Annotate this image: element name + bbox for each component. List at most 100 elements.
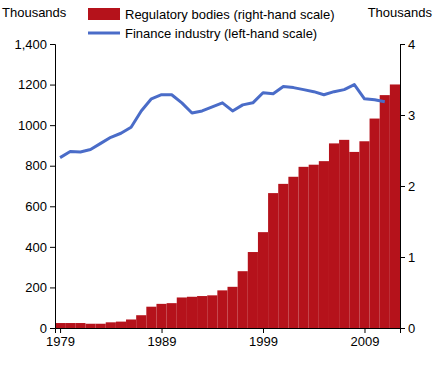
bar bbox=[349, 152, 359, 328]
tick-mark bbox=[50, 247, 55, 248]
legend-swatch bbox=[88, 8, 120, 20]
bar bbox=[248, 252, 258, 328]
bar bbox=[106, 322, 116, 328]
x-axis: 1979 1989 1999 2009 bbox=[46, 328, 400, 349]
axis-line bbox=[401, 45, 406, 329]
bar bbox=[126, 319, 136, 328]
tick: 1000 bbox=[18, 118, 55, 133]
bar bbox=[187, 297, 197, 328]
bar bbox=[380, 95, 390, 328]
bar bbox=[65, 323, 75, 328]
bar bbox=[359, 141, 369, 328]
tick-label: 4 bbox=[408, 37, 415, 52]
bar bbox=[116, 322, 126, 328]
tick-label: 2 bbox=[408, 179, 415, 194]
tick-label: 600 bbox=[25, 199, 47, 214]
bar bbox=[370, 119, 380, 328]
bar bbox=[319, 161, 329, 328]
bar bbox=[288, 177, 298, 328]
bar bbox=[228, 287, 238, 328]
bar bbox=[85, 324, 95, 328]
tick-label: 3 bbox=[408, 108, 415, 123]
bar bbox=[390, 84, 400, 328]
bar bbox=[278, 184, 288, 328]
tick-mark bbox=[50, 287, 55, 288]
legend-label: Finance industry (left-hand scale) bbox=[125, 26, 317, 41]
tick-mark bbox=[263, 328, 264, 333]
tick-mark bbox=[50, 206, 55, 207]
tick-label: 1999 bbox=[249, 334, 278, 349]
bar bbox=[96, 324, 106, 328]
tick-label: 0 bbox=[408, 321, 415, 336]
bar bbox=[55, 323, 65, 328]
tick-mark bbox=[50, 328, 55, 329]
bar bbox=[156, 304, 166, 328]
tick-mark bbox=[50, 44, 55, 45]
bar bbox=[207, 295, 217, 328]
tick-mark bbox=[400, 257, 405, 258]
tick-mark bbox=[400, 115, 405, 116]
bar bbox=[167, 303, 177, 328]
plot-area bbox=[55, 84, 400, 328]
tick: 1999 bbox=[249, 328, 278, 349]
bar bbox=[197, 296, 207, 328]
tick-label: 400 bbox=[25, 240, 47, 255]
tick-label: 200 bbox=[25, 280, 47, 295]
bar bbox=[309, 165, 319, 328]
legend: Regulatory bodies (right-hand scale) Fina… bbox=[88, 7, 335, 41]
tick: 600 bbox=[25, 199, 55, 214]
y2-axis: 0 1 2 3 4 bbox=[400, 37, 415, 336]
bar bbox=[217, 290, 227, 328]
bar bbox=[146, 307, 156, 328]
tick-label: 1,400 bbox=[14, 37, 47, 52]
tick: 0 bbox=[40, 321, 55, 336]
tick-mark bbox=[400, 328, 405, 329]
tick: 1,400 bbox=[14, 37, 55, 52]
tick-label: 800 bbox=[25, 158, 47, 173]
tick: 0 bbox=[400, 321, 415, 336]
tick-label: 1000 bbox=[18, 118, 47, 133]
tick: 1200 bbox=[18, 77, 55, 92]
chart: 1979 1989 1999 2009 0 200 400 600 800 1000 1200 1,4… bbox=[0, 0, 435, 370]
bar-series bbox=[55, 84, 400, 328]
tick-label: 0 bbox=[40, 321, 47, 336]
tick-mark bbox=[364, 328, 365, 333]
bar bbox=[329, 143, 339, 328]
tick: 800 bbox=[25, 158, 55, 173]
legend-swatch bbox=[88, 32, 120, 35]
tick-mark bbox=[162, 328, 163, 333]
tick: 2009 bbox=[351, 328, 380, 349]
line bbox=[60, 85, 385, 158]
bar bbox=[268, 193, 278, 328]
tick-mark bbox=[50, 125, 55, 126]
tick-label: 1 bbox=[408, 250, 415, 265]
bar bbox=[75, 323, 85, 328]
tick: 1 bbox=[400, 250, 415, 265]
y2-axis-title: Thousands bbox=[368, 5, 433, 20]
axis-line bbox=[56, 329, 401, 334]
legend-label: Regulatory bodies (right-hand scale) bbox=[125, 7, 335, 22]
tick-label: 1200 bbox=[18, 77, 47, 92]
tick: 4 bbox=[400, 37, 415, 52]
bar bbox=[177, 297, 187, 328]
tick-mark bbox=[400, 44, 405, 45]
tick-label: 1989 bbox=[148, 334, 177, 349]
tick-label: 1979 bbox=[46, 334, 75, 349]
bar bbox=[238, 271, 248, 328]
y-axis: 0 200 400 600 800 1000 1200 1,400 bbox=[14, 37, 55, 336]
bar bbox=[299, 167, 309, 328]
tick: 1979 bbox=[46, 328, 75, 349]
bar bbox=[136, 315, 146, 328]
tick: 200 bbox=[25, 280, 55, 295]
y-axis-title: Thousands bbox=[2, 5, 67, 20]
tick: 1989 bbox=[148, 328, 177, 349]
tick-mark bbox=[400, 186, 405, 187]
tick-mark bbox=[60, 328, 61, 333]
bar bbox=[258, 232, 268, 328]
axis-line bbox=[50, 45, 56, 329]
tick-mark bbox=[50, 166, 55, 167]
tick-mark bbox=[50, 85, 55, 86]
bar bbox=[339, 140, 349, 328]
tick-label: 2009 bbox=[351, 334, 380, 349]
tick: 2 bbox=[400, 179, 415, 194]
